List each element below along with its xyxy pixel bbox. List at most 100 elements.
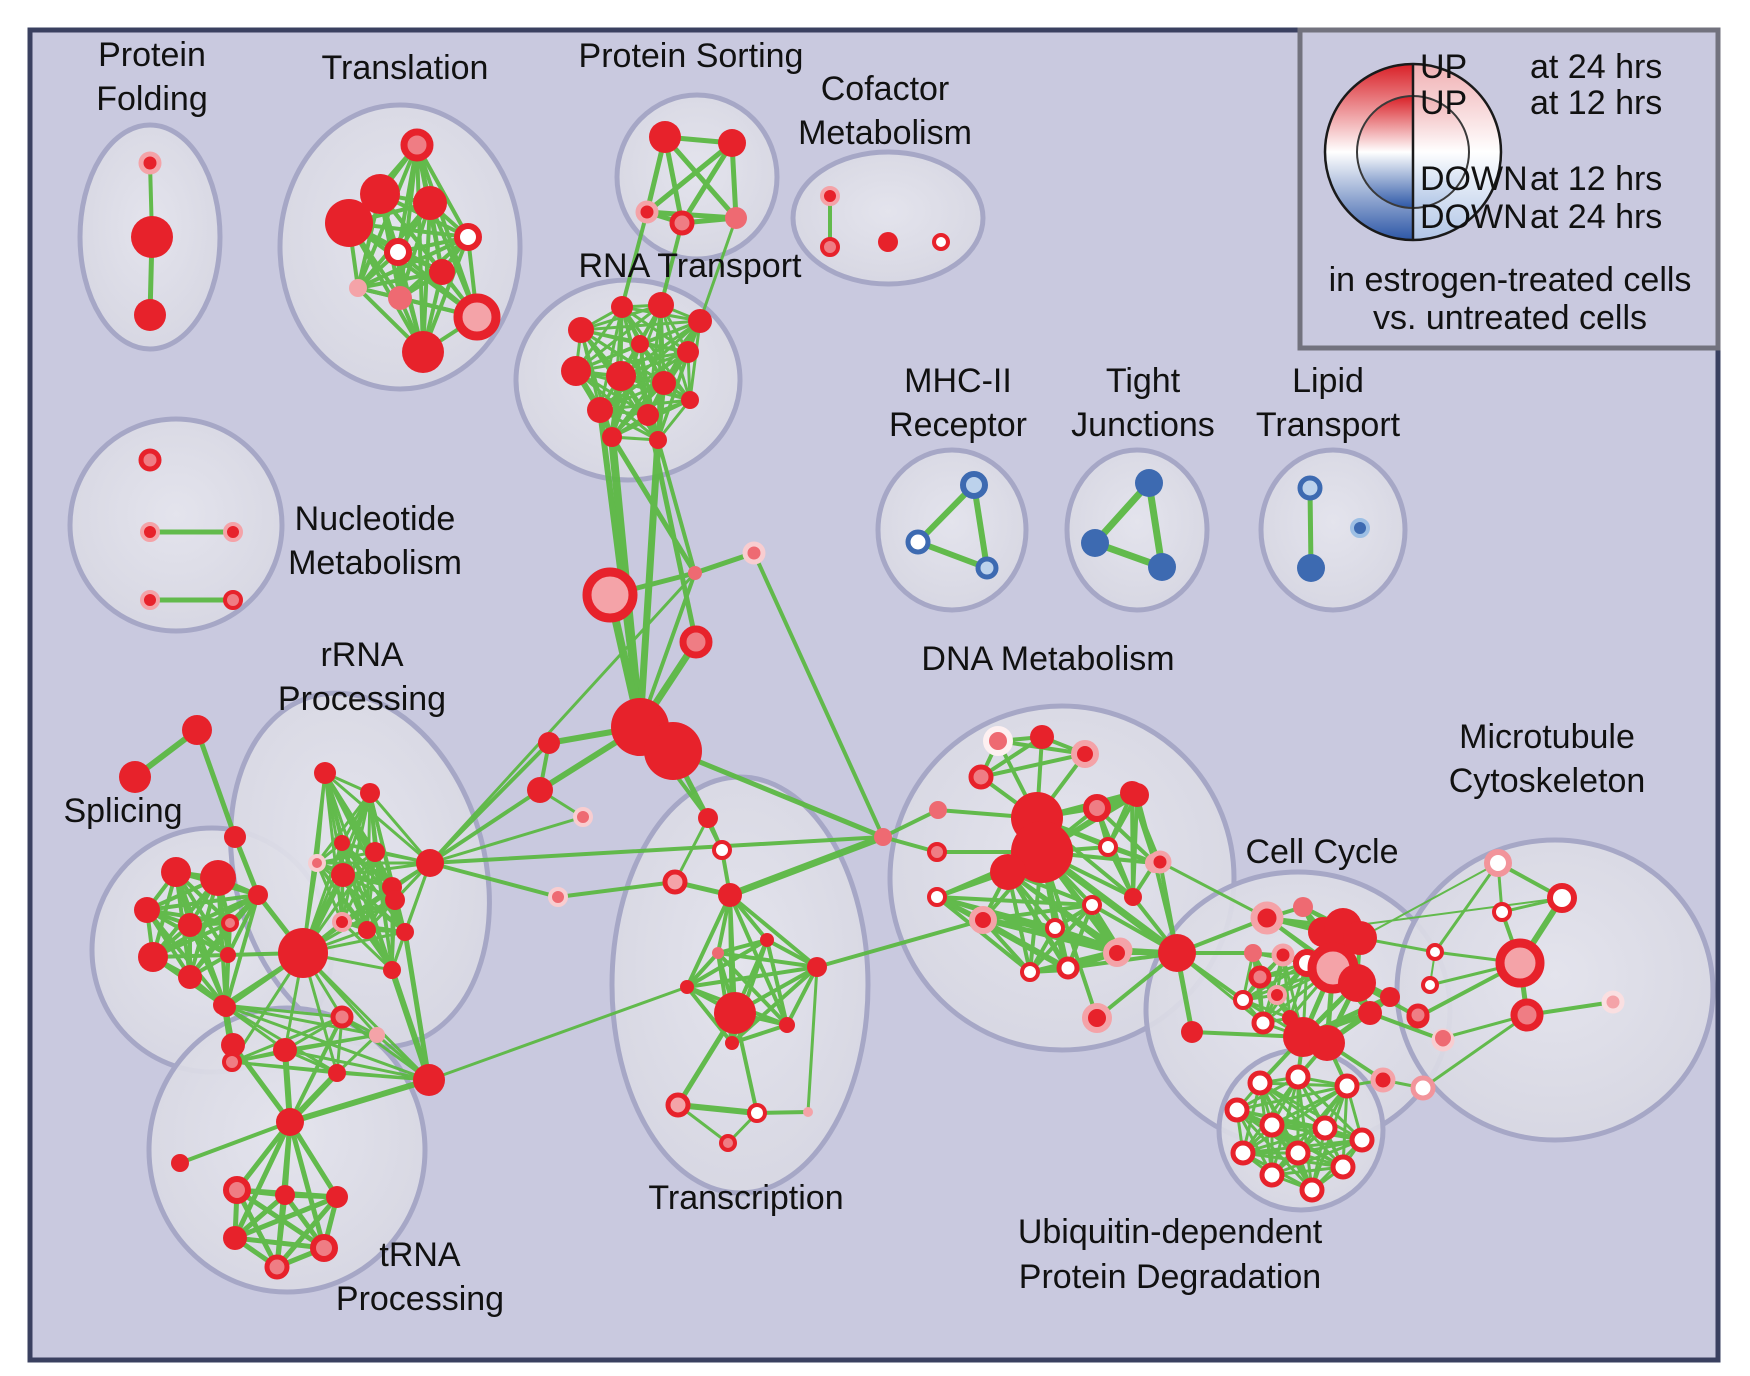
- node-cc14: [1251, 1011, 1275, 1035]
- node-t8: [349, 279, 367, 297]
- node-b6: [527, 777, 553, 803]
- edge: [301, 951, 431, 1082]
- cluster-protein-folding-label: Folding: [96, 80, 208, 118]
- node-tc2: [712, 840, 732, 860]
- node-ub1: [1247, 1070, 1273, 1096]
- node-dm10: [1011, 821, 1073, 883]
- node-r14: [649, 431, 667, 449]
- edge: [232, 1235, 327, 1251]
- legend-circle-inner-right: [1413, 96, 1469, 208]
- node-ub5: [1259, 1112, 1285, 1138]
- edge: [301, 861, 432, 955]
- cluster-transcription-label: Transcription: [648, 1179, 843, 1217]
- node-rr12: [383, 961, 401, 979]
- node-sp1: [161, 857, 191, 887]
- node-tc10: [779, 1017, 795, 1033]
- node-tn8: [264, 1254, 290, 1280]
- node-rr19: [328, 1064, 346, 1082]
- node-tj3: [1148, 553, 1176, 581]
- node-sp11: [221, 1033, 245, 1057]
- edge: [716, 951, 789, 1027]
- cluster-lipid-transport-ellipse: [1258, 447, 1408, 613]
- edge: [234, 1119, 293, 1193]
- legend-direction-label: DOWN: [1420, 160, 1528, 198]
- edge: [1131, 793, 1139, 899]
- node-tn1: [276, 1108, 304, 1136]
- node-b2: [742, 541, 766, 565]
- legend-time-label: at 24 hrs: [1530, 198, 1662, 236]
- edge: [230, 1042, 293, 1125]
- node-dm7: [927, 842, 947, 862]
- node-dm12: [1098, 837, 1118, 857]
- node-r2: [648, 292, 674, 318]
- node-nm4: [140, 590, 160, 610]
- node-tc6: [712, 947, 724, 959]
- edge: [688, 319, 702, 402]
- node-r1: [611, 296, 633, 318]
- node-t3: [325, 199, 373, 247]
- edge: [415, 143, 470, 239]
- node-c4: [932, 233, 950, 251]
- cluster-nucleotide-metabolism-label: Nucleotide: [295, 500, 456, 538]
- cluster-microtubule-cytoskeleton-label: Cytoskeleton: [1449, 762, 1646, 800]
- node-rr20: [413, 1064, 445, 1096]
- node-cc17: [1309, 1025, 1345, 1061]
- edge: [356, 235, 470, 290]
- cluster-tight-junctions-label: Junctions: [1071, 406, 1215, 444]
- node-cc13: [1267, 985, 1287, 1005]
- edge: [340, 1015, 431, 1082]
- node-t9: [388, 286, 412, 310]
- node-dm5: [929, 801, 947, 819]
- edge: [935, 895, 1032, 974]
- node-ub7: [1349, 1127, 1375, 1153]
- edge: [971, 482, 990, 571]
- edge: [597, 407, 643, 730]
- edge: [662, 134, 739, 221]
- edge: [1028, 903, 1094, 974]
- edge: [815, 918, 985, 969]
- node-mt3: [1492, 902, 1512, 922]
- cluster-translation-label: Translation: [322, 49, 489, 87]
- edge: [287, 1119, 327, 1251]
- node-sp2: [200, 860, 236, 896]
- edge: [679, 140, 735, 226]
- node-tc9: [714, 992, 756, 1034]
- node-dm26: [1056, 956, 1080, 980]
- node-cc20: [1181, 1021, 1203, 1043]
- node-r11: [637, 404, 659, 426]
- legend-time-label: at 12 hrs: [1530, 160, 1662, 198]
- node-mt8: [1435, 1030, 1451, 1046]
- node-dm4: [968, 764, 994, 790]
- cluster-mhc-ii-receptor-label: Receptor: [889, 406, 1027, 444]
- edge: [232, 1194, 340, 1241]
- edge: [151, 893, 260, 959]
- node-rr5: [365, 842, 385, 862]
- node-b4: [679, 625, 713, 659]
- node-c1: [820, 186, 840, 206]
- node-sp6: [138, 942, 168, 972]
- node-cc19: [1380, 987, 1400, 1007]
- node-b3: [582, 567, 638, 623]
- cluster-ubiquitin-degradation-label: Protein Degradation: [1019, 1258, 1321, 1296]
- cluster-tight-junctions-ellipse: [1064, 447, 1210, 613]
- node-rr8: [332, 912, 352, 932]
- edge: [287, 1077, 432, 1125]
- node-cc12: [1233, 990, 1253, 1010]
- node-c2: [820, 237, 840, 257]
- node-x3: [224, 826, 246, 848]
- edge: [145, 893, 260, 912]
- edge: [368, 791, 432, 865]
- node-t4: [413, 186, 447, 220]
- node-b5: [538, 732, 560, 754]
- node-cc11: [1248, 965, 1272, 989]
- node-mt6: [1601, 990, 1625, 1014]
- node-rr13: [416, 849, 444, 877]
- node-cc10: [1338, 964, 1376, 1002]
- node-rr11: [278, 928, 328, 978]
- node-b7: [573, 807, 593, 827]
- cluster-trna-processing-label: Processing: [336, 1280, 504, 1318]
- node-s3: [635, 200, 659, 224]
- legend-direction-label: DOWN: [1420, 198, 1528, 236]
- cluster-microtubule-cytoskeleton-label: Microtubule: [1459, 718, 1635, 756]
- edge: [726, 833, 887, 899]
